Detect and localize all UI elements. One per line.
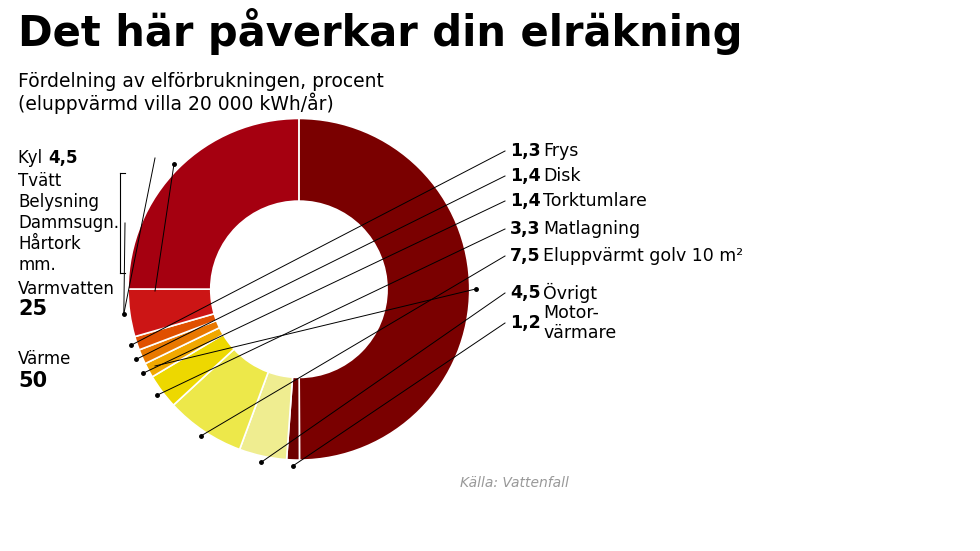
Wedge shape (139, 321, 220, 364)
Wedge shape (299, 118, 469, 460)
Text: (eluppvärmd villa 20 000 kWh/år): (eluppvärmd villa 20 000 kWh/år) (18, 92, 334, 114)
Text: Det här påverkar din elräkning: Det här påverkar din elräkning (18, 8, 743, 55)
Text: 50: 50 (18, 371, 47, 391)
Wedge shape (135, 314, 217, 350)
Text: Motor-
värmare: Motor- värmare (543, 304, 616, 342)
Text: Kyl: Kyl (18, 149, 47, 167)
Wedge shape (286, 377, 300, 460)
Text: Matlagning: Matlagning (543, 220, 640, 238)
Wedge shape (152, 334, 234, 405)
Text: 25: 25 (18, 299, 47, 319)
Text: 7,5: 7,5 (510, 247, 541, 265)
Text: Dammsugn.: Dammsugn. (18, 214, 119, 232)
Text: Källa: Vattenfall: Källa: Vattenfall (460, 476, 568, 490)
Text: Disk: Disk (543, 167, 580, 185)
Text: Hårtork: Hårtork (18, 235, 80, 253)
Text: Varmvatten: Varmvatten (18, 280, 115, 298)
Wedge shape (173, 349, 269, 450)
Text: Tvätt: Tvätt (18, 172, 61, 190)
Text: Belysning: Belysning (18, 193, 99, 211)
Text: 1,4: 1,4 (510, 167, 541, 185)
Text: Övrigt: Övrigt (543, 283, 597, 303)
Text: 1,3: 1,3 (510, 142, 541, 160)
Text: Torktumlare: Torktumlare (543, 192, 647, 210)
Text: Frys: Frys (543, 142, 578, 160)
Text: Värme: Värme (18, 350, 72, 368)
Text: 1,4: 1,4 (510, 192, 541, 210)
Wedge shape (128, 118, 299, 289)
Text: 4,5: 4,5 (48, 149, 77, 167)
Text: mm.: mm. (18, 256, 56, 274)
Text: Fördelning av elförbrukningen, procent: Fördelning av elförbrukningen, procent (18, 72, 384, 91)
Wedge shape (239, 372, 293, 460)
Wedge shape (128, 289, 215, 337)
Wedge shape (145, 328, 223, 377)
Text: Eluppvärmt golv 10 m²: Eluppvärmt golv 10 m² (543, 247, 743, 265)
Text: 1,2: 1,2 (510, 314, 541, 332)
Text: 3,3: 3,3 (510, 220, 541, 238)
Text: 4,5: 4,5 (510, 284, 541, 302)
